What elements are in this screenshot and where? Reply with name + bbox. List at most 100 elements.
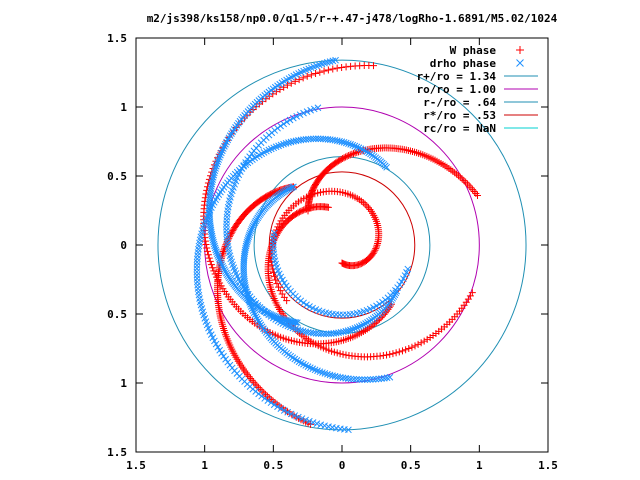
point-s0-a0-70 <box>317 188 325 196</box>
point-s1-a1-130 <box>361 376 369 383</box>
point-s1-a4-17 <box>353 143 361 151</box>
point-s0-a1-130 <box>420 337 428 345</box>
point-s1-a2-46 <box>302 328 310 336</box>
point-s1-a3-102 <box>210 169 218 177</box>
point-s0-a2-119 <box>474 191 482 199</box>
point-s1-a4-103 <box>193 265 201 272</box>
point-s0-a2-111 <box>460 177 468 185</box>
point-s0-a4-137 <box>260 389 268 397</box>
point-s1-a2-135 <box>300 109 307 117</box>
point-s1-a4-159 <box>305 417 313 425</box>
point-s1-a1-139 <box>386 373 394 381</box>
point-s1-a4-102 <box>193 262 201 269</box>
point-s1-a2-44 <box>307 329 315 337</box>
point-s1-a4-35 <box>312 135 320 143</box>
point-s1-a4-164 <box>325 423 332 430</box>
point-s1-a2-19 <box>366 317 373 325</box>
point-s0-a3-147 <box>316 68 324 76</box>
point-s1-a0-54 <box>396 281 404 289</box>
point-s1-a4-100 <box>193 255 201 263</box>
point-s1-a2-0 <box>393 287 401 295</box>
point-s0-a2-54 <box>349 150 357 158</box>
point-s1-a2-132 <box>289 114 297 122</box>
point-s0-a0-49 <box>366 206 374 214</box>
point-s1-a3-57 <box>219 262 226 270</box>
point-s1-a4-12 <box>363 148 371 156</box>
point-s0-a1-123 <box>398 347 406 355</box>
point-s1-a0-46 <box>376 300 383 308</box>
legend-label-2: r+/ro = 1.34 <box>417 70 497 83</box>
point-s0-a2-51 <box>345 152 353 160</box>
point-s1-a1-125 <box>347 375 355 383</box>
point-s0-a4-50 <box>231 224 239 232</box>
point-s0-a1-126 <box>408 343 416 351</box>
point-s1-a3-106 <box>213 160 221 168</box>
point-s1-a2-40 <box>317 330 325 338</box>
point-s1-a1-119 <box>331 372 339 380</box>
point-s1-a1-126 <box>350 375 358 383</box>
point-s0-a3-145 <box>307 71 315 79</box>
point-s0-a0-29 <box>372 245 380 253</box>
point-s1-a1-131 <box>364 376 371 383</box>
point-s0-a0-31 <box>373 241 381 249</box>
x-tick-label-5: 1 <box>476 459 483 472</box>
point-s1-a1-77 <box>251 311 259 319</box>
x-tick-label-4: 0.5 <box>401 459 421 472</box>
point-s1-a3-109 <box>216 153 223 161</box>
point-s1-a2-22 <box>360 321 367 328</box>
point-s1-a1-132 <box>366 376 374 383</box>
point-s1-a1-30 <box>252 217 260 225</box>
point-s1-a1-44 <box>242 242 250 250</box>
point-s1-a4-127 <box>214 343 222 351</box>
point-s1-a4-150 <box>274 403 281 411</box>
y-tick-label-1: 1 <box>120 101 127 114</box>
point-s0-a4-51 <box>230 225 238 233</box>
point-s0-a4-131 <box>250 378 258 386</box>
point-s0-a0-53 <box>359 199 367 207</box>
point-s1-a3-72 <box>209 234 216 242</box>
point-s1-a4-18 <box>351 142 359 150</box>
point-s1-a4-21 <box>345 140 352 148</box>
point-s1-a2-130 <box>283 118 291 126</box>
point-s1-a1-39 <box>245 233 253 240</box>
point-s1-a4-22 <box>342 139 350 147</box>
point-s0-a3-88 <box>203 247 211 255</box>
point-s0-a2-48 <box>340 154 348 162</box>
point-s1-a4-44 <box>290 138 297 145</box>
point-s1-a4-20 <box>347 141 354 148</box>
point-s1-a3-60 <box>216 257 224 265</box>
point-s0-a3-86 <box>205 254 213 262</box>
point-s0-a1-128 <box>414 340 422 348</box>
point-s0-a0-52 <box>361 200 369 208</box>
point-s1-a3-108 <box>215 156 222 163</box>
point-s1-a2-47 <box>299 327 307 335</box>
point-s1-a3-64 <box>213 250 221 258</box>
legend-label-1: drho phase <box>430 57 497 70</box>
point-s1-a0-47 <box>379 298 386 306</box>
point-s1-a3-59 <box>217 259 225 267</box>
point-s0-a1-125 <box>405 345 413 353</box>
point-s1-a1-81 <box>256 319 263 327</box>
point-s0-a1-101 <box>330 348 338 356</box>
point-s0-a1-127 <box>411 342 419 350</box>
point-s0-a1-102 <box>333 349 341 357</box>
point-s1-a3-105 <box>212 162 220 170</box>
point-s0-a3-89 <box>203 244 211 252</box>
point-s0-a3-141 <box>291 77 299 85</box>
legend-label-5: r*/ro = .53 <box>423 109 496 122</box>
point-s1-a1-135 <box>375 375 383 383</box>
point-s0-a0-104 <box>273 280 281 288</box>
point-s0-a0-50 <box>364 204 372 212</box>
point-s1-a1-128 <box>355 376 363 383</box>
point-s0-a2-45 <box>336 156 344 164</box>
point-s1-a3-54 <box>222 268 229 275</box>
circle-4 <box>253 156 431 334</box>
point-s0-a1-117 <box>379 351 387 359</box>
point-s1-a3-110 <box>217 151 224 159</box>
point-s1-a2-26 <box>351 325 359 332</box>
point-s0-a3-146 <box>312 69 320 77</box>
point-s0-a4-136 <box>258 387 266 395</box>
point-s0-a4-54 <box>227 230 235 238</box>
point-s1-a3-104 <box>212 165 219 172</box>
